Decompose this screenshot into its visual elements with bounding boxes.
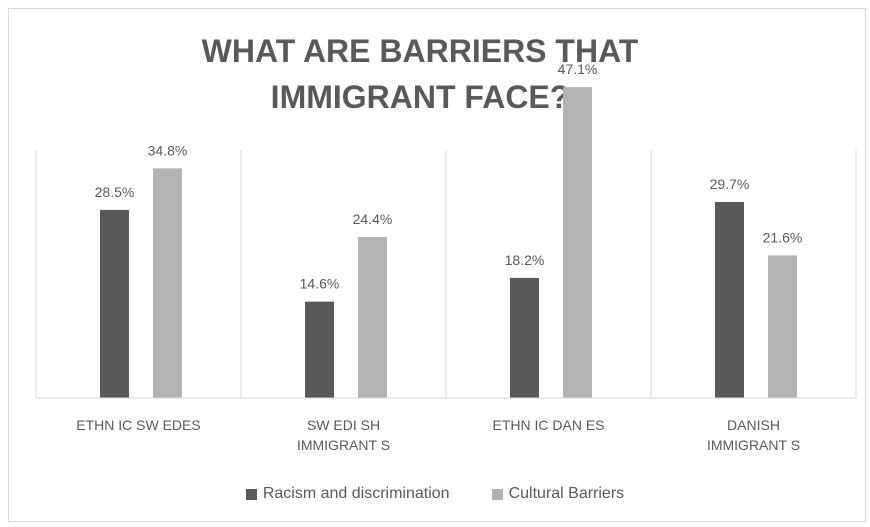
category-separators (35, 150, 857, 398)
data-label: 18.2% (505, 252, 545, 268)
legend-item-cultural: Cultural Barriers (491, 485, 625, 503)
x-tick-label: ETHN IC SW EDES (76, 417, 200, 433)
bar-cultural (768, 255, 797, 398)
bar-cultural (563, 87, 592, 398)
bars-group (100, 87, 797, 398)
chart-title: WHAT ARE BARRIERS THAT IMMIGRANT FACE? (201, 33, 639, 115)
legend-swatch-cultural (491, 488, 503, 500)
bar-racism (510, 277, 539, 398)
legend-item-racism: Racism and discrimination (245, 485, 450, 503)
legend-label-cultural: Cultural Barriers (508, 485, 625, 502)
data-label: 34.8% (148, 142, 188, 158)
legend-label-racism: Racism and discrimination (262, 485, 450, 502)
data-labels-group: 28.5% 34.8% 14.6% 24.4% 18.2% 47.1% 29.7% 21.6% (95, 61, 803, 292)
data-label: 24.4% (353, 211, 393, 227)
data-label: 47.1% (558, 61, 598, 77)
data-label: 29.7% (710, 176, 750, 192)
bar-racism (305, 301, 334, 398)
legend-swatch-racism (245, 488, 257, 500)
legend: Racism and discrimination Cultural Barri… (0, 483, 870, 505)
data-label: 14.6% (300, 276, 340, 292)
x-tick-labels-group: ETHN IC SW EDES SW EDI SH IMMIGRANT S ETHN … (76, 417, 800, 453)
x-tick-label: SW EDI SH (307, 417, 380, 433)
bar-racism (715, 201, 744, 398)
bar-cultural (358, 236, 387, 398)
bar-racism (100, 209, 129, 398)
x-tick-label: IMMIGRANT S (297, 437, 390, 453)
x-tick-label: IMMIGRANT S (707, 437, 800, 453)
x-tick-label: DANISH (727, 417, 780, 433)
data-label: 21.6% (763, 229, 803, 245)
x-tick-label: ETHN IC DAN ES (492, 417, 604, 433)
data-label: 28.5% (95, 184, 135, 200)
bar-cultural (153, 168, 182, 398)
